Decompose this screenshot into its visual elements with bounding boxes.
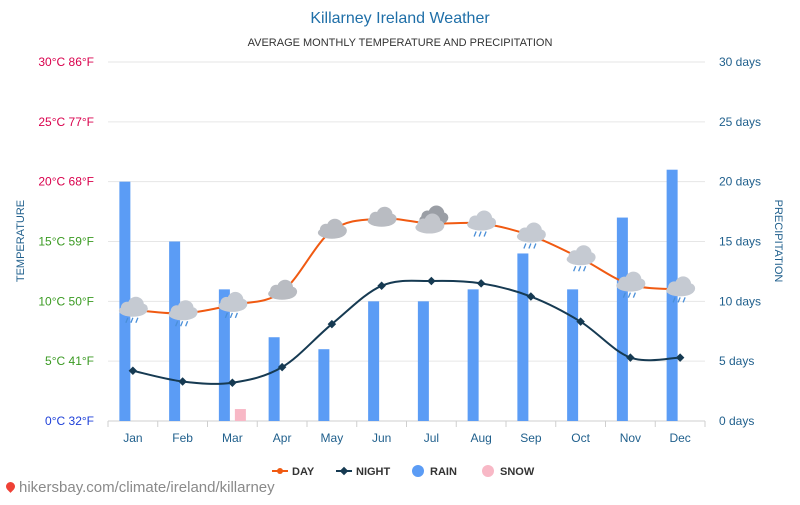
temperature-tick-label: 0°C 32°F (45, 414, 94, 428)
night-temperature-point[interactable] (626, 353, 635, 362)
legend-item-rain[interactable]: RAIN (412, 465, 457, 478)
legend-label: RAIN (430, 466, 457, 478)
rain-bar[interactable] (169, 241, 181, 422)
month-label: Jul (424, 431, 439, 445)
legend-label: DAY (292, 466, 315, 478)
cloudy-icon (415, 205, 449, 234)
chart-subtitle: AVERAGE MONTHLY TEMPERATURE AND PRECIPIT… (248, 37, 553, 49)
night-temperature-point[interactable] (327, 319, 337, 329)
rain-bar[interactable] (666, 169, 678, 421)
month-label: Nov (620, 431, 641, 445)
precipitation-tick-label: 10 days (719, 294, 761, 308)
snow-bar[interactable] (234, 409, 246, 421)
rain-cloud-icon (168, 300, 198, 327)
rain-cloud-icon (616, 271, 646, 298)
precipitation-tick-label: 20 days (719, 175, 761, 189)
legend: DAY NIGHT RAIN SNOW (272, 465, 535, 478)
month-label: Aug (470, 431, 491, 445)
rain-cloud-icon (467, 210, 497, 237)
source-link[interactable]: hikersbay.com/climate/ireland/killarney (4, 479, 275, 496)
rain-bar[interactable] (119, 181, 131, 421)
rain-cloud-icon (118, 296, 148, 323)
night-temperature-point[interactable] (427, 276, 436, 286)
night-temperature-line[interactable] (132, 279, 681, 385)
rain-cloud-icon (516, 222, 546, 249)
month-label: Sep (520, 431, 542, 445)
source-link-text: hikersbay.com/climate/ireland/killarney (19, 479, 275, 496)
location-pin-icon (4, 480, 17, 493)
night-temperature-point[interactable] (675, 353, 685, 362)
night-temperature-point[interactable] (277, 362, 287, 372)
month-label: Dec (669, 431, 690, 445)
grid-lines (108, 61, 705, 422)
month-label: Oct (571, 431, 590, 445)
legend-item-night[interactable]: NIGHT (336, 466, 391, 478)
legend-item-day[interactable]: DAY (272, 466, 315, 478)
temperature-axis-title: TEMPERATURE (15, 200, 27, 282)
precipitation-tick-label: 0 days (719, 414, 754, 428)
legend-label: NIGHT (356, 466, 391, 478)
precipitation-bars (119, 169, 678, 422)
precipitation-tick-label: 15 days (719, 235, 761, 249)
rain-cloud-icon (218, 291, 248, 319)
month-label: Jan (123, 431, 142, 445)
temperature-tick-label: 30°C 86°F (38, 55, 94, 69)
month-label: May (321, 431, 344, 445)
precipitation-axis: 0 days 5 days 10 days 15 days 20 days 25 days… (719, 55, 761, 428)
legend-item-snow[interactable]: SNOW (482, 465, 535, 478)
night-temperature-point[interactable] (377, 281, 386, 291)
weather-icons (118, 205, 696, 327)
rain-bar[interactable] (368, 301, 380, 421)
partly-sunny-icon (317, 218, 347, 239)
partly-sunny-icon (367, 206, 397, 227)
rain-cloud-icon (666, 276, 696, 303)
partly-sunny-icon (268, 279, 298, 300)
temperature-tick-label: 25°C 77°F (38, 115, 94, 129)
night-temperature-point[interactable] (526, 292, 536, 301)
legend-label: SNOW (500, 466, 535, 478)
month-label: Feb (172, 431, 193, 445)
month-label: Apr (273, 431, 292, 445)
night-temperature-point[interactable] (228, 378, 237, 387)
rain-bar[interactable] (567, 289, 579, 421)
rain-bar[interactable] (318, 349, 330, 421)
precipitation-axis-title: PRECIPITATION (772, 200, 784, 283)
temperature-tick-label: 5°C 41°F (45, 354, 94, 368)
temperature-axis: 0°C 32°F 5°C 41°F 10°C 50°F 15°C 59°F 20°C 6… (38, 55, 94, 428)
night-temperature-point[interactable] (576, 317, 585, 326)
temperature-lines (128, 217, 685, 387)
temperature-tick-label: 20°C 68°F (38, 175, 94, 189)
rain-bar[interactable] (467, 289, 479, 421)
month-label: Jun (372, 431, 391, 445)
month-label: Mar (222, 431, 243, 445)
night-temperature-point[interactable] (128, 366, 138, 375)
precipitation-tick-label: 5 days (719, 354, 754, 368)
chart-title: Killarney Ireland Weather (310, 10, 490, 27)
rain-bar[interactable] (616, 217, 628, 421)
night-temperature-point[interactable] (476, 279, 486, 288)
month-axis: Jan Feb Mar Apr May Jun Jul Aug Sep Oct Nov Dec (107, 421, 706, 445)
temperature-tick-label: 15°C 59°F (38, 235, 94, 249)
rain-cloud-icon (566, 245, 596, 272)
rain-bar[interactable] (417, 301, 429, 421)
temperature-tick-label: 10°C 50°F (38, 294, 94, 308)
night-temperature-point[interactable] (178, 377, 187, 386)
precipitation-tick-label: 25 days (719, 115, 761, 129)
rain-bar[interactable] (268, 337, 280, 421)
rain-bar[interactable] (218, 289, 230, 421)
day-temperature-line[interactable] (132, 217, 681, 315)
precipitation-tick-label: 30 days (719, 55, 761, 69)
rain-bar[interactable] (517, 253, 529, 421)
